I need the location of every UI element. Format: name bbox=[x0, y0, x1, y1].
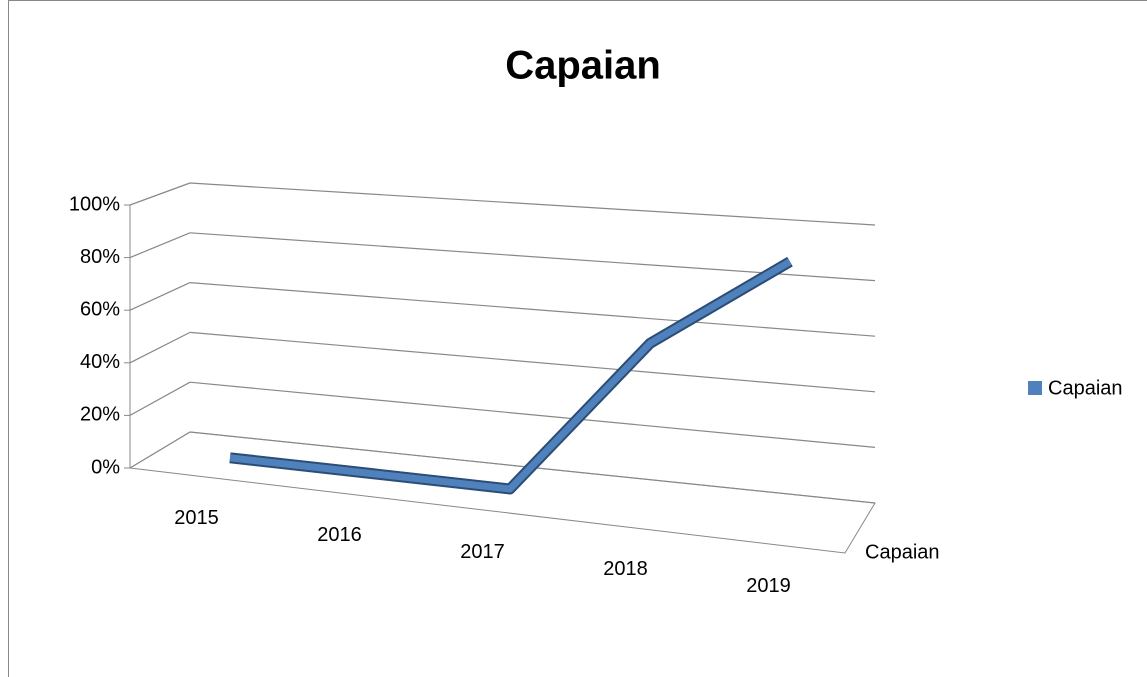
x-tick-label: 2019 bbox=[746, 575, 791, 597]
x-tick-label: 2016 bbox=[317, 524, 362, 546]
grid-line bbox=[129, 331, 191, 364]
grid-line bbox=[189, 282, 876, 337]
grid-line bbox=[129, 282, 191, 311]
x-tick-label: 2015 bbox=[174, 507, 219, 529]
y-tick-label: 0% bbox=[91, 456, 120, 478]
legend-label: Capaian bbox=[1048, 377, 1123, 399]
grid-line bbox=[129, 232, 191, 259]
y-tick-label: 60% bbox=[80, 298, 120, 320]
grid-line bbox=[189, 331, 876, 393]
y-tick-label: 40% bbox=[80, 351, 120, 373]
y-tick-label: 100% bbox=[69, 193, 120, 215]
grid-line bbox=[129, 431, 191, 469]
chart-border bbox=[8, 0, 1147, 677]
grid-line bbox=[189, 182, 876, 226]
chart-title: Capaian bbox=[505, 44, 661, 88]
x-tick-label: 2017 bbox=[460, 541, 505, 563]
legend-swatch bbox=[1028, 381, 1042, 395]
x-tick-label: 2018 bbox=[603, 558, 648, 580]
y-tick-label: 80% bbox=[80, 246, 120, 268]
depth-label: Capaian bbox=[865, 541, 940, 563]
grid-line bbox=[189, 381, 876, 448]
series-line bbox=[229, 258, 792, 493]
grid-line bbox=[129, 182, 191, 206]
y-tick-label: 20% bbox=[80, 404, 120, 426]
grid-line bbox=[129, 381, 191, 416]
